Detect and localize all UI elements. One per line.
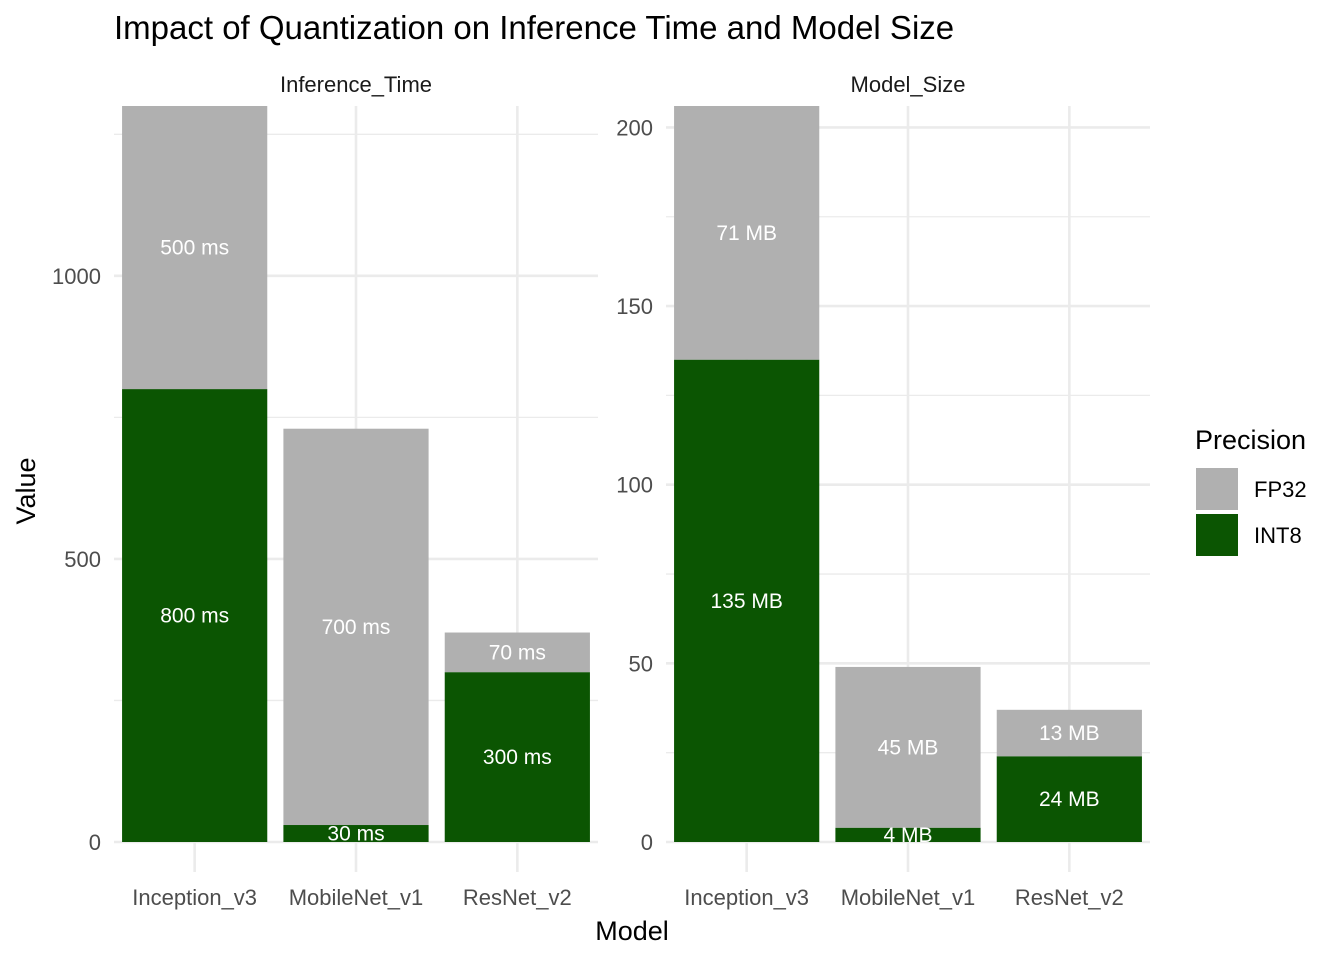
bar-fp32-inception-v3 — [122, 106, 268, 390]
bar-fp32-mobilenet-v1 — [283, 428, 429, 826]
y-tick-label: 500 — [64, 547, 101, 572]
x-tick-label: Inception_v3 — [132, 885, 257, 910]
bar-int8-resnet-v2 — [444, 672, 590, 842]
bar-value-label: 24 MB — [1039, 788, 1100, 811]
bar-value-label: 30 ms — [327, 823, 384, 846]
bar-int8-resnet-v2 — [996, 756, 1142, 842]
bar-value-label: 71 MB — [716, 222, 777, 245]
bar-value-label: 70 ms — [489, 641, 546, 664]
bar-value-label: 13 MB — [1039, 722, 1100, 745]
x-tick-label: ResNet_v2 — [463, 885, 572, 910]
panels: Inference_Time 800 ms 30 ms 300 ms 500 ms 700… — [52, 72, 1150, 910]
legend-title: Precision — [1195, 425, 1306, 455]
bar-value-label: 300 ms — [483, 746, 552, 769]
x-tick-label: MobileNet_v1 — [841, 885, 976, 910]
panel-2: Model_Size 135 MB 4 MB 24 MB 71 MB 45 MB 13 MB… — [616, 72, 1150, 910]
bar-int8-inception-v3 — [122, 389, 268, 842]
strip-label: Inference_Time — [280, 72, 432, 97]
panel-1: Inference_Time 800 ms 30 ms 300 ms 500 ms 700… — [52, 72, 598, 910]
bar-fp32-resnet-v2 — [996, 709, 1142, 757]
x-tick-label: ResNet_v2 — [1015, 885, 1124, 910]
bar-fp32-resnet-v2 — [444, 632, 590, 673]
bar-value-label: 500 ms — [160, 237, 229, 260]
legend-key-int8 — [1196, 514, 1238, 556]
chart-title: Impact of Quantization on Inference Time… — [114, 9, 954, 46]
bar-fp32-inception-v3 — [674, 106, 820, 360]
y-tick-label: 0 — [89, 830, 101, 855]
bar-value-label: 4 MB — [883, 824, 932, 847]
bar-value-label: 700 ms — [322, 616, 391, 639]
bar-int8-mobilenet-v1 — [835, 827, 981, 842]
legend-key-fp32 — [1196, 468, 1238, 510]
bar-fp32-mobilenet-v1 — [835, 666, 981, 828]
y-tick-label: 200 — [616, 115, 653, 140]
strip-label: Model_Size — [851, 72, 966, 97]
x-tick-label: MobileNet_v1 — [289, 885, 424, 910]
bar-value-label: 135 MB — [710, 590, 782, 613]
y-tick-label: 50 — [629, 651, 653, 676]
bar-value-label: 45 MB — [878, 736, 939, 759]
legend-label-fp32: FP32 — [1254, 477, 1307, 502]
y-tick-label: 0 — [641, 830, 653, 855]
bar-int8-mobilenet-v1 — [283, 825, 429, 842]
y-tick-label: 150 — [616, 294, 653, 319]
x-tick-label: Inception_v3 — [684, 885, 809, 910]
legend: Precision FP32 INT8 — [1195, 425, 1307, 556]
y-tick-label: 1000 — [52, 264, 101, 289]
y-axis-title: Value — [11, 457, 41, 524]
bar-int8-inception-v3 — [674, 359, 820, 842]
legend-label-int8: INT8 — [1254, 523, 1302, 548]
x-axis-title: Model — [595, 916, 669, 946]
y-tick-label: 100 — [616, 473, 653, 498]
bar-value-label: 800 ms — [160, 605, 229, 628]
